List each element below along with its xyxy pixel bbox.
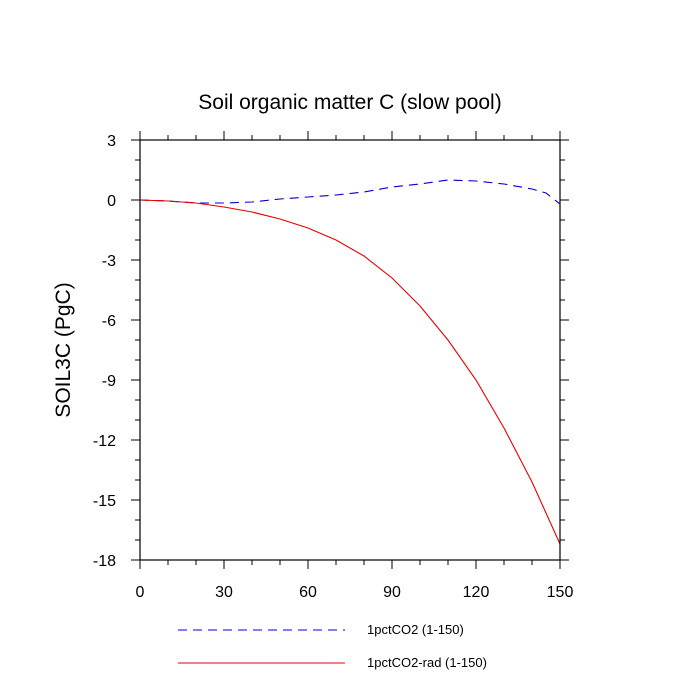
plot-frame xyxy=(139,139,561,561)
y-axis-label: SOIL3C (PgC) xyxy=(52,282,75,417)
legend: 1pctCO2 (1-150) 1pctCO2-rad (1-150) xyxy=(178,622,487,670)
y-tick-label: -3 xyxy=(102,253,116,270)
axis-ticks xyxy=(131,131,569,569)
x-tick-label: 90 xyxy=(383,584,401,601)
legend-label-1: 1pctCO2 (1-150) xyxy=(367,622,464,637)
y-tick-label: 0 xyxy=(107,193,116,210)
x-tick-label: 120 xyxy=(463,584,490,601)
y-tick-label: -9 xyxy=(102,373,116,390)
y-tick-label: 3 xyxy=(107,133,116,150)
y-tick-label: -18 xyxy=(93,553,116,570)
y-tick-label: -6 xyxy=(102,313,116,330)
x-tick-label: 60 xyxy=(299,584,317,601)
x-tick-label: 30 xyxy=(215,584,233,601)
y-tick-label: -12 xyxy=(93,433,116,450)
x-tick-label: 0 xyxy=(136,584,145,601)
series-line-1 xyxy=(139,179,561,205)
series-line-2 xyxy=(139,199,561,545)
y-tick-label: -15 xyxy=(93,493,116,510)
legend-label-2: 1pctCO2-rad (1-150) xyxy=(367,655,487,670)
series-lines xyxy=(139,179,561,545)
chart-title: Soil organic matter C (slow pool) xyxy=(198,91,501,114)
x-tick-label: 150 xyxy=(547,584,574,601)
